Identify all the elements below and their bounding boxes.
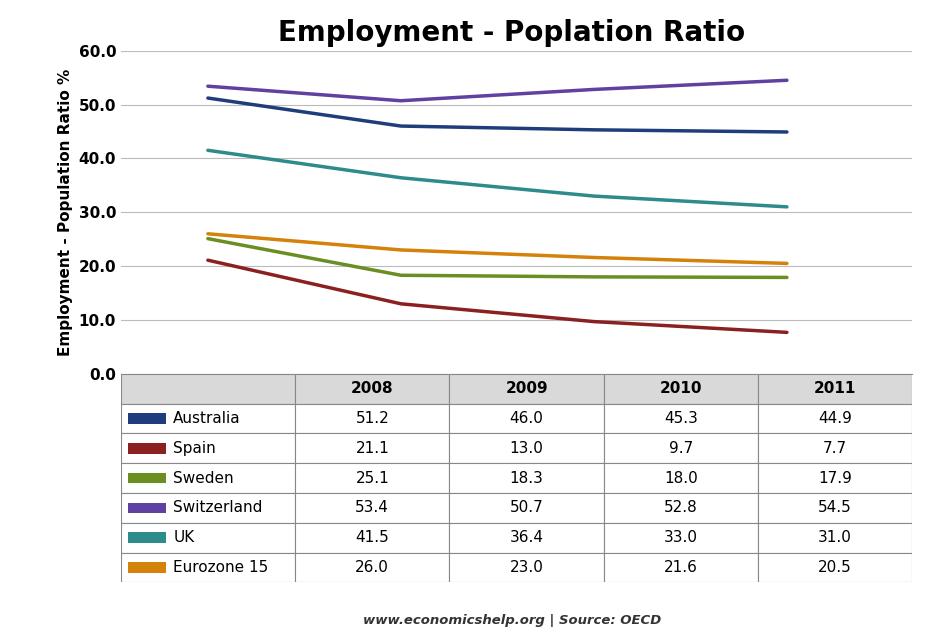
Bar [128, 443, 167, 453]
FancyBboxPatch shape [450, 374, 604, 404]
FancyBboxPatch shape [450, 463, 604, 493]
FancyBboxPatch shape [121, 523, 295, 553]
Text: 21.1: 21.1 [356, 441, 389, 456]
Text: Eurozone 15: Eurozone 15 [173, 560, 268, 575]
FancyBboxPatch shape [604, 523, 758, 553]
FancyBboxPatch shape [121, 434, 295, 463]
FancyBboxPatch shape [758, 493, 912, 523]
Text: 23.0: 23.0 [509, 560, 544, 575]
Text: UK: UK [173, 530, 195, 545]
Bar [128, 503, 167, 513]
FancyBboxPatch shape [295, 553, 450, 582]
Bar [128, 562, 167, 573]
FancyBboxPatch shape [758, 463, 912, 493]
Text: 53.4: 53.4 [356, 501, 389, 515]
FancyBboxPatch shape [450, 493, 604, 523]
Text: 26.0: 26.0 [356, 560, 389, 575]
Text: 2008: 2008 [351, 381, 394, 396]
Text: 41.5: 41.5 [356, 530, 389, 545]
Bar [128, 473, 167, 484]
Text: 17.9: 17.9 [818, 470, 852, 486]
Text: 2011: 2011 [814, 381, 857, 396]
FancyBboxPatch shape [121, 553, 295, 582]
FancyBboxPatch shape [121, 404, 295, 434]
Bar [128, 532, 167, 543]
FancyBboxPatch shape [604, 434, 758, 463]
Text: Australia: Australia [173, 411, 241, 426]
Text: 18.3: 18.3 [509, 470, 544, 486]
FancyBboxPatch shape [758, 553, 912, 582]
FancyBboxPatch shape [450, 434, 604, 463]
FancyBboxPatch shape [604, 463, 758, 493]
FancyBboxPatch shape [604, 374, 758, 404]
FancyBboxPatch shape [758, 523, 912, 553]
Text: 20.5: 20.5 [818, 560, 852, 575]
FancyBboxPatch shape [295, 404, 450, 434]
FancyBboxPatch shape [450, 523, 604, 553]
Text: 44.9: 44.9 [818, 411, 852, 426]
FancyBboxPatch shape [604, 553, 758, 582]
Text: 13.0: 13.0 [509, 441, 544, 456]
FancyBboxPatch shape [295, 523, 450, 553]
Text: 51.2: 51.2 [356, 411, 389, 426]
FancyBboxPatch shape [604, 404, 758, 434]
Text: 33.0: 33.0 [664, 530, 698, 545]
Text: Switzerland: Switzerland [173, 501, 263, 515]
FancyBboxPatch shape [295, 374, 450, 404]
FancyBboxPatch shape [121, 374, 295, 404]
Text: 21.6: 21.6 [664, 560, 698, 575]
FancyBboxPatch shape [295, 493, 450, 523]
Text: Sweden: Sweden [173, 470, 234, 486]
Text: 2009: 2009 [506, 381, 548, 396]
Text: 9.7: 9.7 [668, 441, 693, 456]
Text: 54.5: 54.5 [818, 501, 852, 515]
Y-axis label: Employment - Population Ratio %: Employment - Population Ratio % [58, 68, 73, 356]
FancyBboxPatch shape [758, 404, 912, 434]
Bar [128, 413, 167, 423]
FancyBboxPatch shape [295, 463, 450, 493]
FancyBboxPatch shape [450, 404, 604, 434]
Text: 46.0: 46.0 [509, 411, 544, 426]
Text: www.economicshelp.org | Source: OECD: www.economicshelp.org | Source: OECD [363, 613, 661, 627]
FancyBboxPatch shape [121, 463, 295, 493]
Text: 45.3: 45.3 [664, 411, 698, 426]
FancyBboxPatch shape [758, 374, 912, 404]
FancyBboxPatch shape [758, 434, 912, 463]
FancyBboxPatch shape [450, 553, 604, 582]
FancyBboxPatch shape [295, 434, 450, 463]
Text: 25.1: 25.1 [356, 470, 389, 486]
Text: 7.7: 7.7 [823, 441, 847, 456]
FancyBboxPatch shape [121, 493, 295, 523]
Text: 2010: 2010 [660, 381, 702, 396]
Text: 36.4: 36.4 [509, 530, 544, 545]
Text: Employment - Poplation Ratio: Employment - Poplation Ratio [278, 19, 746, 47]
Text: 31.0: 31.0 [818, 530, 852, 545]
FancyBboxPatch shape [604, 493, 758, 523]
Text: 50.7: 50.7 [509, 501, 544, 515]
Text: 18.0: 18.0 [664, 470, 698, 486]
Text: Spain: Spain [173, 441, 216, 456]
Text: 52.8: 52.8 [664, 501, 698, 515]
